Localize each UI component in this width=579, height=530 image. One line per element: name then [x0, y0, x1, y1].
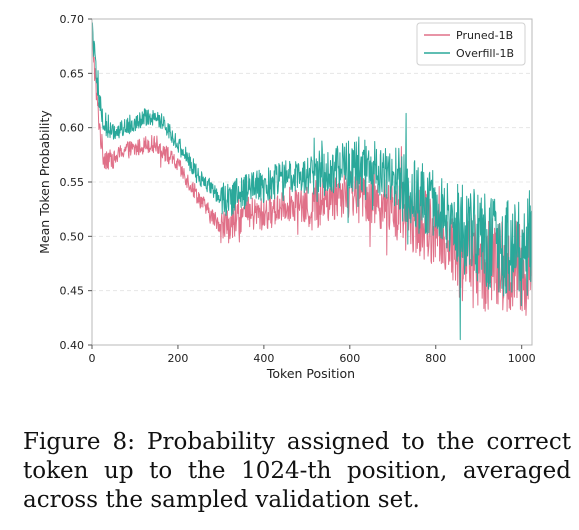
x-tick-label: 800 — [425, 352, 446, 365]
x-tick-label: 200 — [167, 352, 188, 365]
ticks-layer: 0.40 0.45 0.50 0.55 0.60 0.65 0.70 0 200 400 600 80… — [60, 13, 536, 365]
y-tick-label: 0.40 — [60, 339, 85, 352]
legend-label-pruned: Pruned-1B — [456, 29, 513, 42]
series-line-overfill-1b — [92, 22, 532, 341]
y-tick-label: 0.60 — [60, 122, 85, 135]
y-axis-title: Mean Token Probability — [37, 110, 52, 254]
x-tick-label: 1000 — [508, 352, 536, 365]
y-tick-label: 0.70 — [60, 13, 85, 26]
x-axis-title: Token Position — [266, 366, 355, 381]
x-tick-label: 600 — [339, 352, 360, 365]
figure-caption: Figure 8: Probability assigned to the co… — [23, 429, 571, 513]
series-layer — [92, 22, 532, 341]
y-tick-label: 0.55 — [60, 176, 85, 189]
y-tick-label: 0.65 — [60, 67, 85, 80]
line-chart-svg: 0.40 0.45 0.50 0.55 0.60 0.65 0.70 0 200 400 600 80… — [37, 13, 536, 381]
legend-box — [416, 22, 526, 66]
legend-label-overfill: Overfill-1B — [456, 47, 514, 60]
x-tick-label: 0 — [89, 352, 96, 365]
x-tick-label: 400 — [253, 352, 274, 365]
chart: 0.40 0.45 0.50 0.55 0.60 0.65 0.70 0 200 400 600 80… — [37, 13, 536, 381]
y-tick-label: 0.45 — [60, 285, 85, 298]
legend: Pruned-1B Overfill-1B — [416, 22, 526, 66]
y-tick-label: 0.50 — [60, 230, 85, 243]
